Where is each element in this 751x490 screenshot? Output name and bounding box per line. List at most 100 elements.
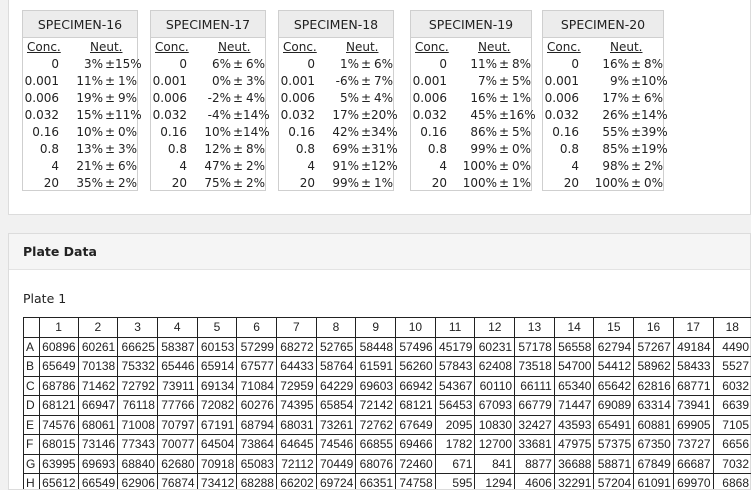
neutralization-value: -4% bbox=[207, 108, 231, 122]
neutralization-value: 86% bbox=[470, 125, 497, 139]
plus-minus-symbol: ± bbox=[233, 91, 244, 105]
grid-cell: 72460 bbox=[395, 453, 436, 474]
specimen-row: 4 100% ±0% bbox=[411, 158, 531, 175]
grid-cell: 66779 bbox=[514, 395, 555, 416]
concentration-value: 0.16 bbox=[552, 125, 579, 139]
neutralization-value: 0% bbox=[211, 74, 231, 88]
grid-cell: 60110 bbox=[474, 375, 516, 396]
plus-minus-symbol: ± bbox=[631, 159, 642, 173]
grid-cell: 72112 bbox=[275, 453, 317, 474]
plus-minus-symbol: ± bbox=[631, 125, 642, 139]
grid-column-header: 17 bbox=[672, 317, 714, 338]
plus-minus-symbol: ± bbox=[499, 91, 510, 105]
grid-cell: 60153 bbox=[196, 336, 238, 357]
neut-header: Neut. bbox=[478, 40, 511, 54]
specimen-title: SPECIMEN-19 bbox=[411, 11, 531, 38]
error-value: 0% bbox=[643, 176, 663, 190]
specimen-row: 0.032 45% ±16% bbox=[411, 107, 536, 124]
concentration-value: 0.006 bbox=[152, 91, 187, 105]
grid-row-label: G bbox=[23, 453, 40, 474]
grid-cell: 58871 bbox=[593, 453, 635, 474]
grid-column-header: 5 bbox=[196, 317, 238, 338]
grid-cell: 64229 bbox=[315, 375, 357, 396]
concentration-value: 0.032 bbox=[544, 108, 579, 122]
concentration-value: 0 bbox=[571, 57, 579, 71]
error-value: 1% bbox=[373, 176, 393, 190]
specimen-row: 0.16 55% ±39% bbox=[543, 124, 667, 141]
neutralization-value: 17% bbox=[332, 108, 359, 122]
grid-row-label: A bbox=[23, 336, 40, 357]
plus-minus-symbol: ± bbox=[233, 57, 244, 71]
neutralization-value: 11% bbox=[470, 57, 497, 71]
grid-cell: 65649 bbox=[38, 356, 79, 377]
grid-row-label: H bbox=[23, 473, 40, 489]
specimen-row: 4 47% ±2% bbox=[151, 158, 265, 175]
grid-cell: 73864 bbox=[236, 434, 277, 455]
plus-minus-symbol: ± bbox=[499, 108, 510, 122]
grid-cell: 57178 bbox=[514, 336, 555, 357]
neutralization-value: 19% bbox=[76, 91, 103, 105]
grid-cell: 54412 bbox=[593, 356, 635, 377]
grid-cell: 71447 bbox=[553, 395, 595, 416]
error-value: 3% bbox=[245, 74, 265, 88]
neutralization-value: 1% bbox=[339, 57, 359, 71]
neutralization-value: 16% bbox=[470, 91, 497, 105]
plus-minus-symbol: ± bbox=[499, 159, 510, 173]
error-value: 1% bbox=[511, 91, 531, 105]
plus-minus-symbol: ± bbox=[631, 91, 642, 105]
concentration-value: 0.032 bbox=[152, 108, 187, 122]
neutralization-value: 12% bbox=[204, 142, 231, 156]
error-value: 14% bbox=[243, 125, 270, 139]
grid-cell: 71008 bbox=[117, 414, 158, 435]
grid-cell: 32291 bbox=[553, 473, 595, 489]
error-value: 20% bbox=[371, 108, 398, 122]
grid-cell: 74395 bbox=[275, 395, 317, 416]
neutralization-value: 35% bbox=[76, 176, 103, 190]
grid-cell: 69905 bbox=[672, 414, 714, 435]
grid-cell: 70797 bbox=[156, 414, 198, 435]
neutralization-value: 55% bbox=[602, 125, 629, 139]
error-value: 2% bbox=[245, 176, 265, 190]
plus-minus-symbol: ± bbox=[361, 125, 372, 139]
concentration-value: 4 bbox=[179, 159, 187, 173]
grid-cell: 70077 bbox=[156, 434, 198, 455]
grid-row: H 65612 66549 62906 76874 73412 68288 66202 6972… bbox=[23, 473, 751, 489]
specimen-row: 0.8 69% ±31% bbox=[279, 141, 398, 158]
grid-cell: 66942 bbox=[395, 375, 436, 396]
grid-cell: 57204 bbox=[593, 473, 635, 489]
grid-column-header: 10 bbox=[395, 317, 436, 338]
plate-grid-scroll[interactable]: 1 2 3 4 5 6 7 8 9 10 11 12 13 14 15 16 17 18 A 60896 60261 66… bbox=[23, 317, 751, 489]
plate-grid: 1 2 3 4 5 6 7 8 9 10 11 12 13 14 15 16 17 18 A 60896 60261 66… bbox=[23, 317, 751, 489]
grid-cell: 60881 bbox=[633, 414, 674, 435]
specimen-column-headers: Conc. Neut. bbox=[151, 39, 265, 56]
neutralization-value: 9% bbox=[609, 74, 629, 88]
neutralization-value: 75% bbox=[204, 176, 231, 190]
neutralization-value: 99% bbox=[470, 142, 497, 156]
concentration-value: 0.001 bbox=[152, 74, 187, 88]
grid-cell: 57267 bbox=[633, 336, 674, 357]
plus-minus-symbol: ± bbox=[499, 176, 510, 190]
error-value: 14% bbox=[641, 108, 668, 122]
plus-minus-symbol: ± bbox=[361, 142, 372, 156]
neutralization-value: 10% bbox=[76, 125, 103, 139]
grid-cell: 6032 bbox=[712, 375, 751, 396]
grid-cell: 6868 bbox=[712, 473, 751, 489]
neutralization-value: 6% bbox=[211, 57, 231, 71]
grid-cell: 6639 bbox=[712, 395, 751, 416]
grid-row-label: C bbox=[23, 375, 40, 396]
grid-cell: 68121 bbox=[395, 395, 436, 416]
specimen-row: 0.001 -6% ±7% bbox=[279, 73, 393, 90]
specimen-column-headers: Conc. Neut. bbox=[23, 39, 137, 56]
grid-cell: 5527 bbox=[712, 356, 751, 377]
error-value: 2% bbox=[643, 159, 663, 173]
grid-cell: 64433 bbox=[275, 356, 317, 377]
concentration-value: 4 bbox=[571, 159, 579, 173]
specimen-column-headers: Conc. Neut. bbox=[543, 39, 663, 56]
neutralization-value: 17% bbox=[602, 91, 629, 105]
grid-cell: 65446 bbox=[156, 356, 198, 377]
neutralization-value: 100% bbox=[462, 159, 497, 173]
plus-minus-symbol: ± bbox=[499, 142, 510, 156]
specimen-row: 0.8 99% ±0% bbox=[411, 141, 531, 158]
grid-cell: 69970 bbox=[672, 473, 714, 489]
plus-minus-symbol: ± bbox=[233, 74, 244, 88]
